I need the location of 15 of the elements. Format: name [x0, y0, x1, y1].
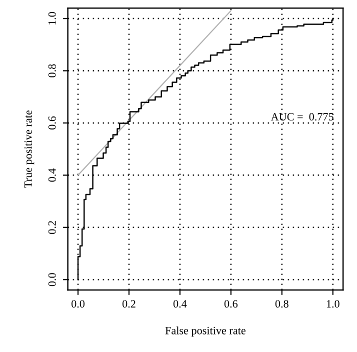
y-tick-label: 0.4	[48, 168, 56, 182]
x-tick-label: 1.0	[326, 300, 340, 308]
y-tick-label: 0.0	[48, 273, 56, 286]
annotation: AUC = 0.775	[270, 113, 334, 121]
x-tick-label: 0.6	[224, 300, 238, 308]
y-tick-label: 1.0	[48, 12, 56, 25]
y-tick-label: 0.8	[48, 64, 56, 78]
x-tick-label: 0.2	[122, 300, 136, 308]
x-axis-title: False positive rate	[165, 326, 246, 337]
x-tick-label: 0.0	[72, 300, 85, 308]
y-tick-label: 0.2	[48, 221, 56, 234]
y-axis-title: True positive rate	[24, 110, 34, 188]
y-tick-label: 0.6	[48, 116, 56, 130]
x-tick-label: 0.4	[173, 300, 187, 308]
x-tick-label: 0.8	[275, 300, 288, 308]
